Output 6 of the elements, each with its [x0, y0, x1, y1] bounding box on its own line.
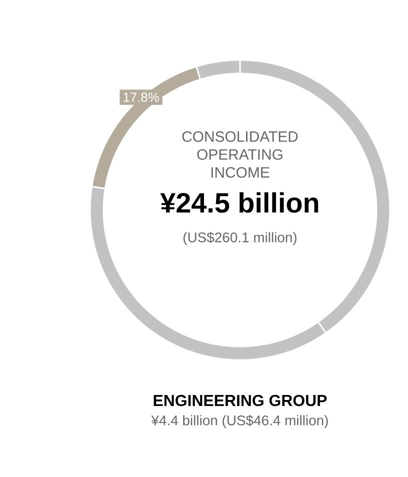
text: CONSOLIDATED OPERATING INCOME — [182, 131, 298, 178]
data-label: 17.8% — [124, 92, 159, 102]
text: (US$260.1 million) — [183, 232, 296, 246]
text: ¥4.4 billion (US$46.4 million) — [151, 414, 328, 428]
text: ENGINEERING GROUP — [154, 394, 327, 406]
text: ¥24.5 billion — [160, 192, 318, 213]
